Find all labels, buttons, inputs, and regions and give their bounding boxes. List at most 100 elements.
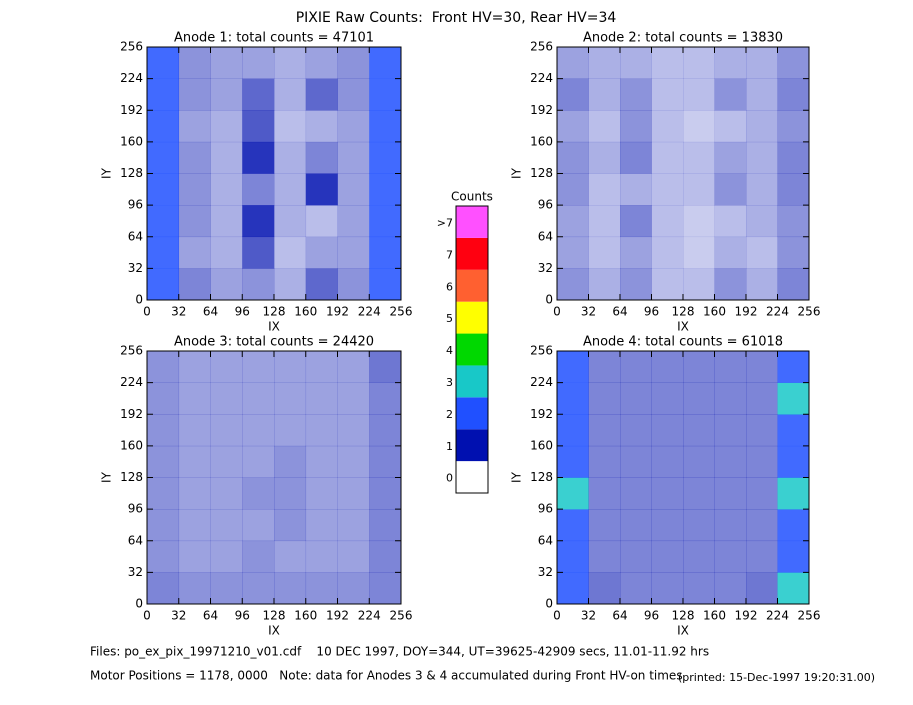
heat-cell <box>210 445 243 478</box>
heat-cell <box>588 236 621 269</box>
heat-cell <box>305 78 338 111</box>
heat-cell <box>274 445 307 478</box>
heat-cell <box>274 382 307 415</box>
heat-cell <box>620 540 652 573</box>
heat-cell <box>210 477 243 510</box>
heat-cell <box>588 351 621 383</box>
heat-cell <box>557 351 589 383</box>
heat-cell <box>620 205 652 238</box>
x-tick-label: 64 <box>612 305 627 319</box>
heat-cell <box>305 540 338 573</box>
heat-cell <box>651 47 684 79</box>
heat-cell <box>557 414 589 447</box>
heat-cell <box>620 236 652 269</box>
heat-cell <box>274 236 307 269</box>
heat-cell <box>305 47 338 79</box>
y-tick-label: 256 <box>120 40 143 54</box>
heat-cell <box>683 205 715 238</box>
x-tick-label: 128 <box>672 609 695 623</box>
x-tick-label: 0 <box>553 305 561 319</box>
heat-cell <box>274 509 307 542</box>
heat-cell <box>369 351 402 383</box>
heat-cell <box>746 205 778 238</box>
y-tick-label: 224 <box>530 71 553 85</box>
heat-cell <box>369 47 402 79</box>
page-title: PIXIE Raw Counts: Front HV=30, Rear HV=3… <box>296 10 617 26</box>
heat-cell <box>369 477 402 510</box>
heat-cell <box>588 268 621 301</box>
heat-cell <box>746 236 778 269</box>
heat-cell <box>147 351 180 383</box>
heat-cell <box>557 47 589 79</box>
heat-cell <box>178 110 211 143</box>
heat-cell <box>178 236 211 269</box>
heat-cell <box>557 572 589 605</box>
heat-cell <box>714 110 747 143</box>
heat-cell <box>714 572 747 605</box>
heat-cell <box>274 351 307 383</box>
heat-cell <box>714 509 747 542</box>
heat-cell <box>746 382 778 415</box>
heat-cell <box>274 268 307 301</box>
y-tick-label: 64 <box>538 533 553 547</box>
y-tick-label: 192 <box>120 103 143 117</box>
x-tick-label: 0 <box>143 609 151 623</box>
heat-cell <box>210 382 243 415</box>
heat-cell <box>147 414 180 447</box>
heat-cell <box>210 47 243 79</box>
x-tick-label: 32 <box>171 609 186 623</box>
colorbar-swatch <box>456 206 488 238</box>
heat-cell <box>178 205 211 238</box>
heat-cell <box>714 382 747 415</box>
heat-cell <box>588 509 621 542</box>
heat-cell <box>651 110 684 143</box>
heat-cell <box>588 173 621 206</box>
x-tick-label: 64 <box>612 609 627 623</box>
heat-cell <box>620 173 652 206</box>
heat-cell <box>242 445 275 478</box>
x-tick-label: 64 <box>203 305 218 319</box>
heat-cell <box>337 236 370 269</box>
heat-cell <box>147 78 180 111</box>
x-tick-label: 256 <box>390 609 413 623</box>
heat-cell <box>369 268 402 301</box>
heat-cell <box>337 414 370 447</box>
x-tick-label: 128 <box>672 305 695 319</box>
x-axis-label: IX <box>268 320 280 334</box>
heat-cell <box>337 351 370 383</box>
heat-cell <box>651 572 684 605</box>
x-tick-label: 192 <box>326 609 349 623</box>
x-tick-label: 224 <box>766 609 789 623</box>
x-tick-label: 160 <box>294 305 317 319</box>
heat-cell <box>557 205 589 238</box>
heat-cell <box>337 509 370 542</box>
x-tick-label: 224 <box>358 609 381 623</box>
x-tick-label: 256 <box>390 305 413 319</box>
heat-cell <box>210 351 243 383</box>
colorbar-label: 1 <box>446 440 453 453</box>
heat-cell <box>746 509 778 542</box>
heat-cell <box>714 236 747 269</box>
heat-cell <box>746 572 778 605</box>
heat-cell <box>777 47 810 79</box>
heat-cell <box>274 110 307 143</box>
heat-cell <box>305 572 338 605</box>
heat-cell <box>369 173 402 206</box>
heat-cell <box>274 477 307 510</box>
x-tick-label: 224 <box>358 305 381 319</box>
y-tick-label: 32 <box>128 261 143 275</box>
x-tick-label: 32 <box>581 305 596 319</box>
x-tick-label: 128 <box>263 305 286 319</box>
heat-cell <box>746 47 778 79</box>
heat-cell <box>147 477 180 510</box>
heat-cell <box>683 268 715 301</box>
x-tick-label: 96 <box>235 305 250 319</box>
colorbar-label: 3 <box>446 376 453 389</box>
heat-cell <box>746 540 778 573</box>
heat-cell <box>746 78 778 111</box>
panel-title: Anode 3: total counts = 24420 <box>174 335 374 350</box>
heat-cell <box>651 236 684 269</box>
heat-cell <box>305 236 338 269</box>
heat-cell <box>369 445 402 478</box>
heat-cell <box>147 509 180 542</box>
